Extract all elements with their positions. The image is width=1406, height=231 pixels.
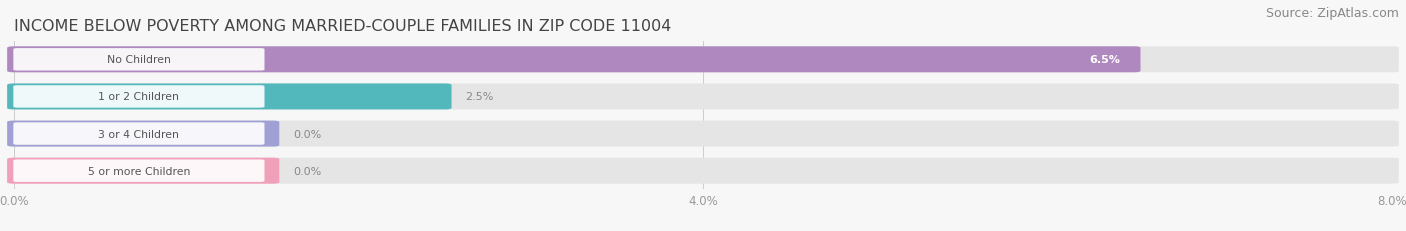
FancyBboxPatch shape: [7, 84, 451, 110]
Text: 5 or more Children: 5 or more Children: [87, 166, 190, 176]
FancyBboxPatch shape: [7, 47, 1140, 73]
Text: 1 or 2 Children: 1 or 2 Children: [98, 92, 180, 102]
FancyBboxPatch shape: [14, 160, 264, 182]
Text: INCOME BELOW POVERTY AMONG MARRIED-COUPLE FAMILIES IN ZIP CODE 11004: INCOME BELOW POVERTY AMONG MARRIED-COUPL…: [14, 18, 672, 33]
FancyBboxPatch shape: [7, 84, 1399, 110]
Text: 0.0%: 0.0%: [292, 166, 322, 176]
Text: No Children: No Children: [107, 55, 172, 65]
Text: 3 or 4 Children: 3 or 4 Children: [98, 129, 180, 139]
FancyBboxPatch shape: [14, 123, 264, 145]
Text: 0.0%: 0.0%: [292, 129, 322, 139]
FancyBboxPatch shape: [14, 49, 264, 71]
Text: Source: ZipAtlas.com: Source: ZipAtlas.com: [1265, 7, 1399, 20]
FancyBboxPatch shape: [7, 47, 1399, 73]
Text: 6.5%: 6.5%: [1088, 55, 1119, 65]
Text: 2.5%: 2.5%: [465, 92, 494, 102]
FancyBboxPatch shape: [7, 158, 1399, 184]
FancyBboxPatch shape: [7, 158, 280, 184]
FancyBboxPatch shape: [14, 86, 264, 108]
FancyBboxPatch shape: [7, 121, 1399, 147]
FancyBboxPatch shape: [7, 121, 280, 147]
